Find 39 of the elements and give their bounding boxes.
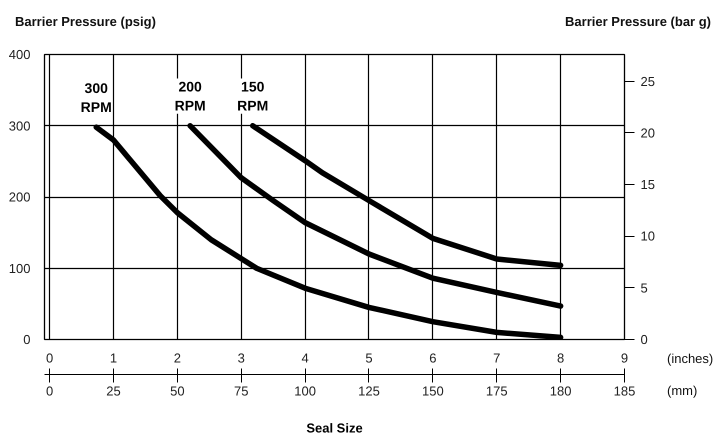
x-tick-label: 9 (620, 350, 628, 366)
y-tick-label: 400 (8, 47, 31, 62)
text: 180 (550, 384, 572, 398)
x-tick-label: 1 (110, 350, 118, 366)
y2-tick-label: 10 (640, 228, 655, 244)
y-tick-label: 100 (8, 260, 31, 276)
x-tick-label: 8 (557, 350, 564, 366)
text: (mm) (667, 382, 698, 400)
y-axis-title: Barrier Pressure (psig) (15, 13, 156, 31)
x-tick-label: 7 (493, 350, 500, 366)
x-tick-label: 3 (238, 350, 245, 366)
y-tick-label: 300 (8, 118, 31, 134)
text: 185 (614, 384, 636, 398)
x-axis-title: Seal Size (306, 420, 363, 436)
text: 125 (358, 384, 380, 398)
x-tick-label: 6 (429, 350, 436, 366)
y-tick-label: 200 (8, 190, 31, 204)
y-tick-label: 0 (23, 332, 31, 347)
text: 0 (46, 384, 54, 398)
y2-tick-label: 0 (640, 332, 648, 347)
text: 25 (106, 384, 121, 398)
text: (inches) (667, 350, 714, 368)
y2-tick-label: 5 (640, 280, 648, 296)
x-tick-label: 5 (365, 350, 373, 366)
x-tick-label: 0 (46, 350, 54, 366)
text: 50 (170, 384, 185, 398)
text: 100 (294, 384, 316, 398)
y2-tick-label: 25 (640, 74, 655, 89)
y2-tick-label: 15 (640, 177, 655, 192)
series-label: 150 RPM (237, 78, 268, 114)
series-label: 200 RPM (174, 78, 206, 114)
y2-tick-label: 20 (640, 125, 655, 140)
series-label: 300 RPM (80, 80, 112, 116)
text: 75 (234, 384, 248, 398)
x-tick-label: 4 (302, 350, 309, 366)
x-tick-label: 2 (174, 350, 181, 366)
text: 150 (422, 384, 444, 398)
text: 175 (486, 384, 508, 398)
y2-axis-title: Barrier Pressure (bar g) (565, 13, 711, 31)
